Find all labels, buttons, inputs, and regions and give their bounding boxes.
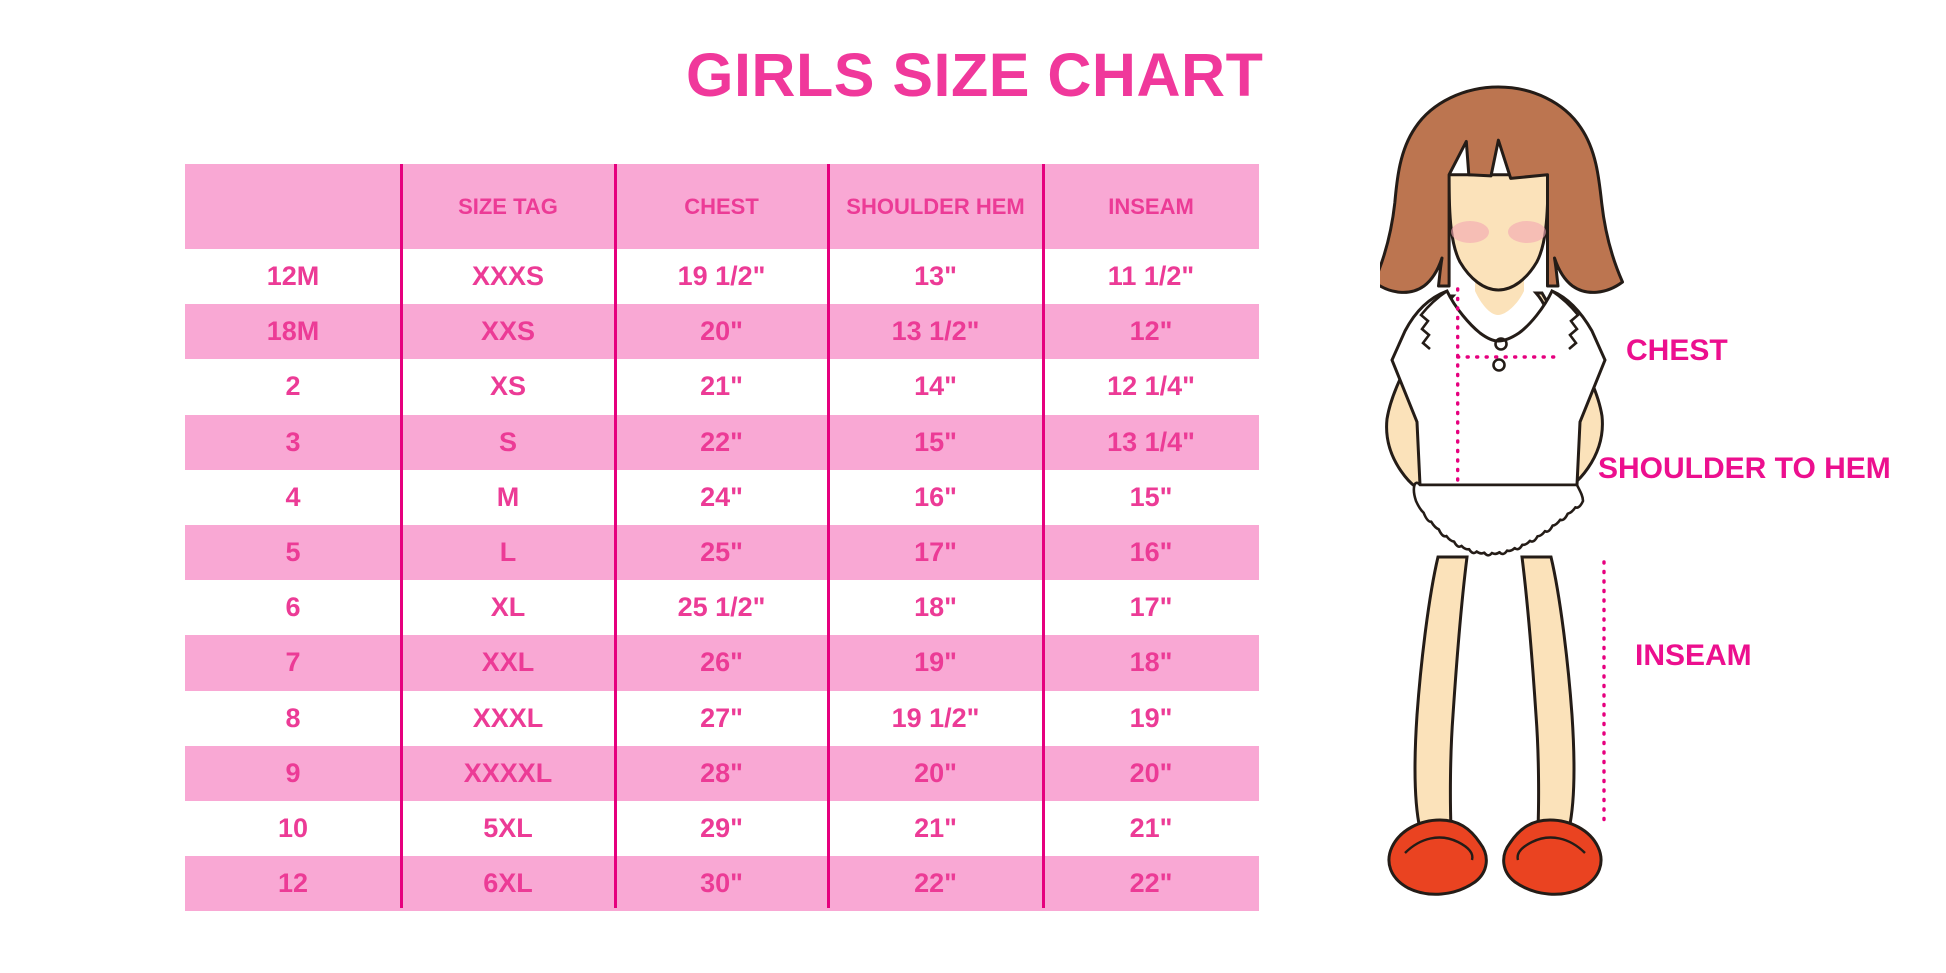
svg-text:SHOULDER TO HEM: SHOULDER TO HEM <box>1598 452 1891 485</box>
svg-text:CHEST: CHEST <box>1626 334 1728 367</box>
svg-text:INSEAM: INSEAM <box>1635 639 1752 672</box>
